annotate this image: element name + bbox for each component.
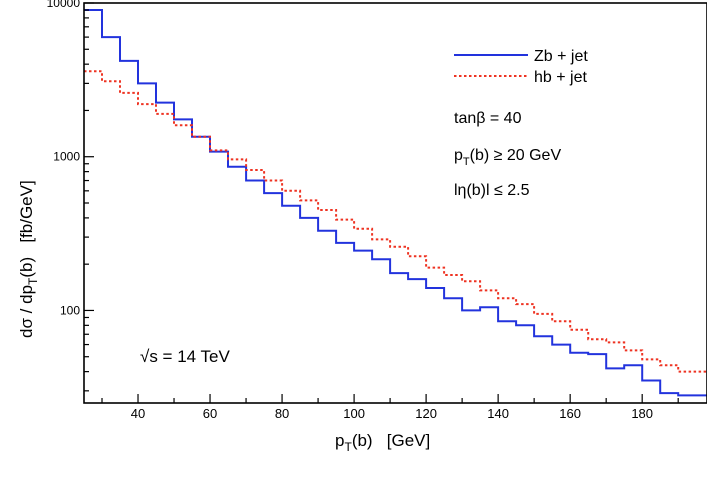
y-axis-label: dσ / dpT(b) [fb/GeV] xyxy=(17,180,40,338)
series-layer xyxy=(84,9,707,397)
x-tick-label: 140 xyxy=(487,406,509,421)
x-tick-label: 100 xyxy=(343,406,365,421)
annotation-pt-cut: pT(b) ≥ 20 GeV xyxy=(454,147,561,168)
legend-label-hb-jet: hb + jet xyxy=(534,69,587,86)
x-tick-label: 40 xyxy=(131,406,145,421)
x-tick-label: 80 xyxy=(275,406,289,421)
x-axis: 40 60 80 100 120 140 160 180 xyxy=(101,394,679,421)
legend-label-zb-jet: Zb + jet xyxy=(534,48,588,65)
x-axis-label: pT(b) [GeV] xyxy=(335,431,430,454)
annotation-pt-cut-sub: T xyxy=(463,156,470,168)
annotation-eta-cut: lη(b)l ≤ 2.5 xyxy=(454,182,530,199)
y-tick-label: 10000 xyxy=(47,0,81,10)
x-tick-label: 180 xyxy=(631,406,653,421)
x-tick-label: 60 xyxy=(203,406,217,421)
legend: Zb + jet hb + jet xyxy=(454,48,588,86)
series-hb-jet xyxy=(84,70,707,373)
x-tick-label: 120 xyxy=(415,406,437,421)
x-axis-label-sub: T xyxy=(344,440,352,454)
annotation-sqrt-s: √s = 14 TeV xyxy=(140,347,230,366)
x-axis-label-main: p xyxy=(335,431,344,450)
x-axis-label-rest: (b) [GeV] xyxy=(352,431,430,450)
y-tick-label: 1000 xyxy=(53,150,80,164)
y-tick-label: 100 xyxy=(60,303,80,317)
y-axis-label-pre: dσ / dp xyxy=(17,285,36,338)
annotation-pt-cut-rest: (b) ≥ 20 GeV xyxy=(470,147,562,164)
annotation-pt-cut-main: p xyxy=(454,147,463,164)
y-axis-label-sub: T xyxy=(26,277,40,285)
series-zb-jet xyxy=(84,9,707,397)
series-line-zb-jet xyxy=(84,9,707,397)
annotation-tanbeta: tanβ = 40 xyxy=(454,110,522,127)
series-line-hb-jet xyxy=(84,70,707,373)
y-axis-label-rest: (b) [fb/GeV] xyxy=(17,180,36,277)
y-axis: 100 1000 10000 xyxy=(47,0,94,392)
x-tick-label: 160 xyxy=(559,406,581,421)
